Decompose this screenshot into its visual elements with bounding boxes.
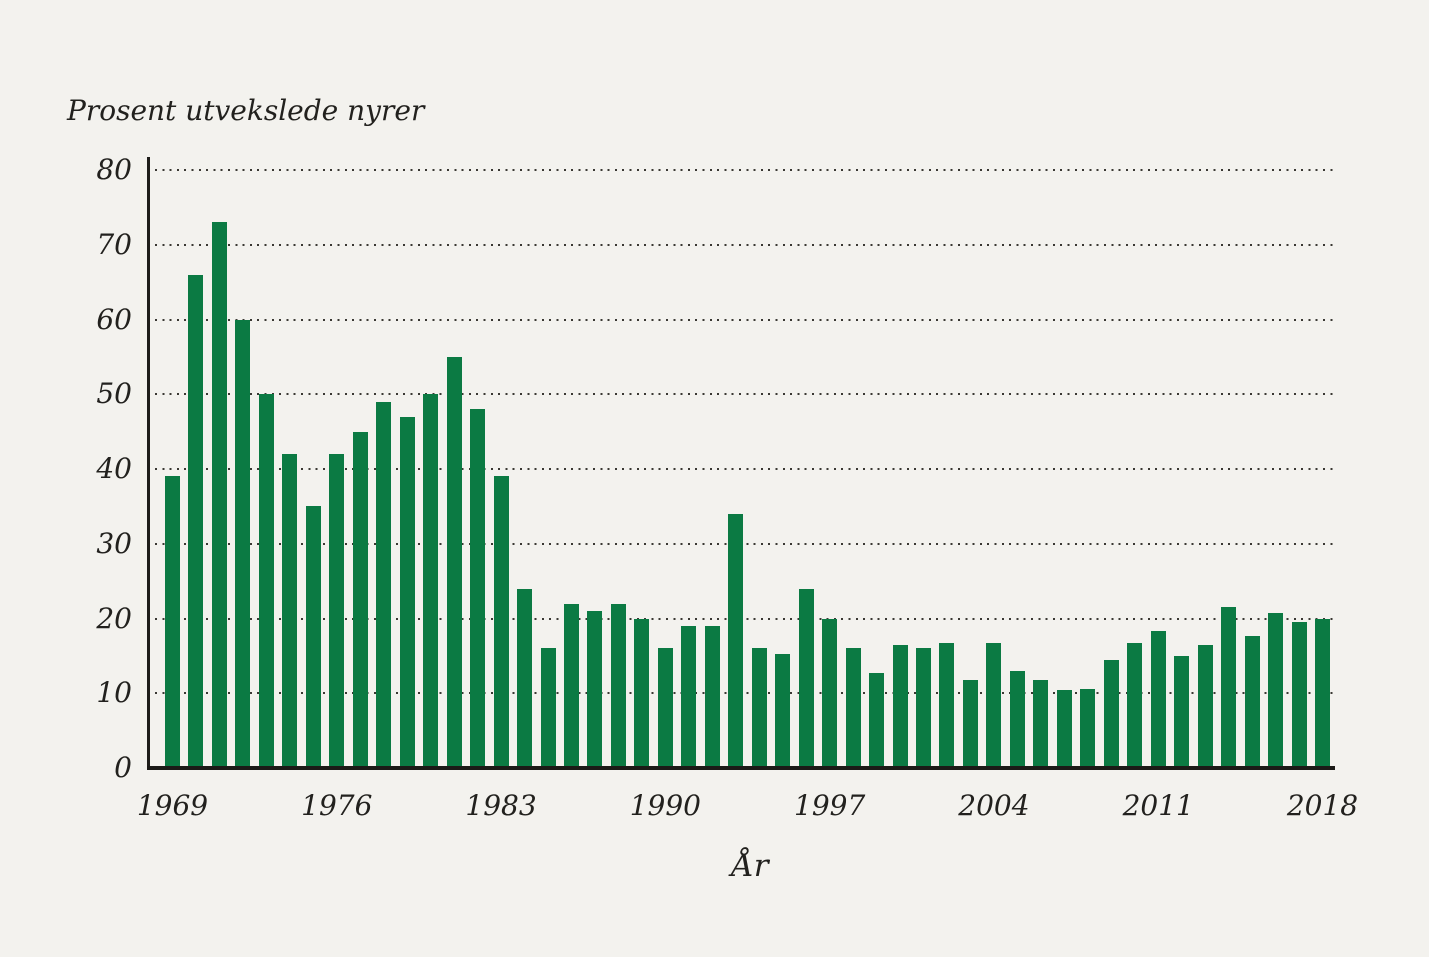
- bar-1969: [165, 476, 180, 768]
- bar-1974: [282, 454, 298, 768]
- gridline-10: [155, 692, 1335, 695]
- bar-1980: [423, 394, 439, 768]
- bar-1976: [329, 454, 345, 768]
- y-tick-label-10: 10: [96, 676, 132, 710]
- bar-2017: [1291, 621, 1307, 768]
- plot-area: [147, 157, 1335, 770]
- x-tick-label-1983: 1983: [465, 789, 537, 822]
- x-tick-label-1997: 1997: [794, 789, 866, 822]
- y-tick-label-70: 70: [96, 227, 132, 261]
- bar-1984: [517, 588, 533, 768]
- bar-1985: [540, 648, 556, 768]
- bar-2001: [916, 648, 932, 768]
- bar-2003: [962, 679, 978, 768]
- x-tick-label-2011: 2011: [1122, 789, 1194, 822]
- x-tick-label-2018: 2018: [1286, 789, 1359, 822]
- bar-2015: [1244, 635, 1260, 768]
- bar-2011: [1150, 631, 1166, 768]
- bar-1996: [798, 588, 814, 768]
- bar-1978: [376, 401, 392, 768]
- bar-2013: [1197, 644, 1213, 768]
- bar-1991: [681, 625, 697, 768]
- bar-2006: [1033, 679, 1049, 768]
- bar-1971: [211, 222, 227, 768]
- y-tick-label-50: 50: [96, 377, 132, 411]
- y-tick-label-30: 30: [96, 526, 132, 560]
- x-tick-label-2004: 2004: [958, 789, 1030, 822]
- x-tick-label-1969: 1969: [136, 789, 209, 822]
- gridline-80: [155, 169, 1335, 171]
- y-tick-label-80: 80: [96, 153, 132, 186]
- x-axis-title: År: [731, 848, 769, 884]
- bar-1990: [657, 648, 673, 768]
- bar-2005: [1009, 670, 1025, 768]
- gridline-20: [155, 617, 1335, 620]
- y-tick-label-60: 60: [96, 302, 132, 336]
- gridline-70: [155, 243, 1335, 246]
- bar-1986: [563, 603, 579, 768]
- bar-2000: [892, 644, 908, 768]
- x-tick-label-1976: 1976: [301, 789, 373, 822]
- bar-2007: [1056, 690, 1072, 768]
- bar-1994: [751, 648, 767, 768]
- bar-2002: [939, 643, 955, 768]
- bar-2012: [1174, 655, 1190, 768]
- bar-1993: [728, 513, 744, 768]
- gridline-30: [155, 542, 1335, 545]
- gridline-40: [155, 468, 1335, 470]
- bar-1975: [305, 506, 321, 768]
- bar-1999: [869, 673, 885, 768]
- gridline-50: [155, 393, 1335, 396]
- bar-2016: [1268, 613, 1284, 768]
- bar-2014: [1221, 607, 1237, 768]
- bar-2008: [1080, 688, 1096, 768]
- bar-1987: [587, 611, 603, 768]
- bar-2010: [1127, 643, 1143, 768]
- bar-1983: [493, 476, 509, 768]
- bar-2004: [986, 643, 1002, 768]
- bar-1992: [704, 625, 720, 768]
- x-axis-line: [147, 766, 1335, 770]
- bar-1972: [235, 319, 251, 768]
- y-tick-label-20: 20: [96, 601, 132, 635]
- bar-1982: [470, 409, 486, 768]
- chart-title: Prosent utvekslede nyrer: [67, 94, 425, 127]
- bar-1973: [258, 394, 274, 768]
- bar-1989: [634, 618, 650, 768]
- y-tick-label-40: 40: [96, 452, 132, 485]
- y-tick-label-0: 0: [114, 751, 132, 784]
- bar-1988: [610, 603, 626, 768]
- bar-1979: [399, 416, 415, 768]
- bar-1997: [822, 618, 838, 768]
- bar-1981: [446, 356, 462, 768]
- bar-1995: [775, 653, 791, 768]
- bar-1998: [845, 648, 861, 768]
- bar-2009: [1103, 660, 1119, 768]
- bar-1970: [188, 274, 204, 768]
- x-tick-label-1990: 1990: [629, 789, 701, 822]
- y-axis-line: [147, 157, 150, 768]
- gridline-60: [155, 318, 1335, 321]
- bar-2018: [1315, 618, 1330, 768]
- bar-1977: [352, 431, 368, 768]
